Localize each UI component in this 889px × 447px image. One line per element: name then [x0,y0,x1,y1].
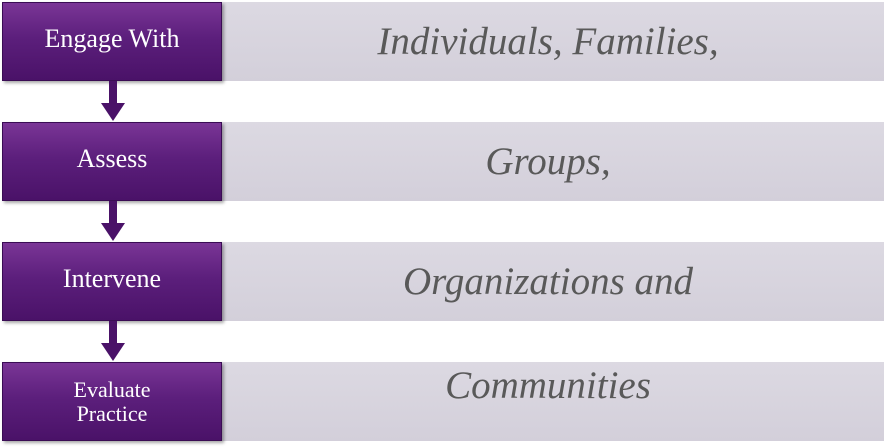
target-label-4: Communities [445,364,651,407]
step-label-assess: Assess [76,143,148,173]
step-label-engage: Engage With [44,23,180,53]
step-box-intervene: Intervene [2,242,222,321]
target-bar-2: Groups, [222,122,884,201]
down-arrow-icon [101,321,125,361]
target-label-2: Groups, [485,140,611,183]
down-arrow-icon [101,201,125,241]
step-box-engage: Engage With [2,2,222,81]
step-box-assess: Assess [2,122,222,201]
step-label-intervene: Intervene [62,263,162,293]
down-arrow-icon [101,81,125,121]
target-label-3: Organizations and [402,260,693,303]
target-bar-1: Individuals, Families, [222,2,884,81]
step-box-evaluate: Evaluate Practice [2,362,222,441]
step-label-evaluate: Evaluate Practice [73,377,151,426]
target-bar-3: Organizations and [222,242,884,321]
target-label-1: Individuals, Families, [377,20,719,63]
target-bar-4: Communities [222,362,884,441]
